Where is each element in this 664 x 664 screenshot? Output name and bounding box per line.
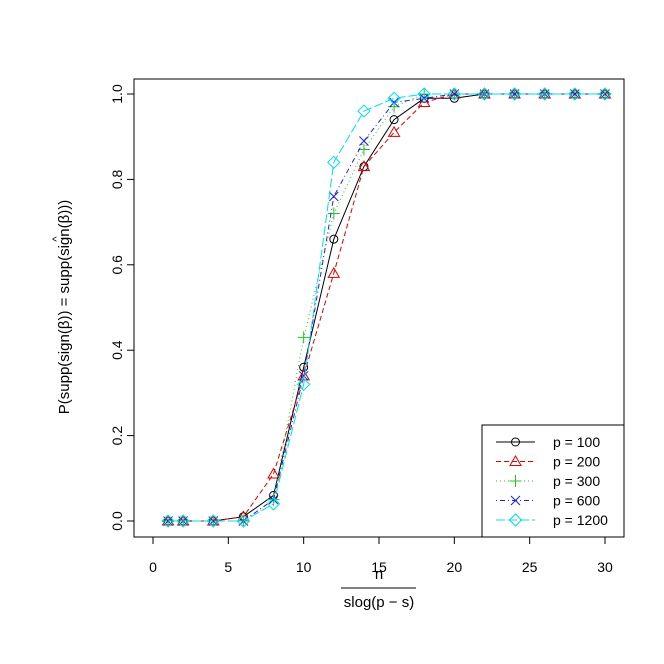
legend-item: p = 200 [496,454,600,470]
series-layer [161,87,612,528]
data-point [268,494,279,505]
data-point [417,87,431,101]
legend-label: p = 600 [553,493,600,509]
legend: p = 100 p = 200 p = 300 p = 600 p = 1200 [481,424,625,538]
data-point [568,87,582,101]
data-point [267,467,280,479]
data-point [329,234,339,244]
x-axis-label-denominator: slog(p − s) [344,594,414,611]
data-point [359,136,369,146]
x-tick-label: 10 [296,559,312,575]
data-point [447,87,462,101]
data-point [206,514,220,528]
legend-label: p = 1200 [553,512,608,528]
y-axis-label-part-2: )) = supp(sign( [56,223,73,320]
series-5 [161,87,612,528]
legend-item: p = 100 [496,434,600,450]
y-tick-label: 0.4 [109,340,125,360]
legend-item: p = 1200 [496,512,608,528]
data-point [327,207,340,220]
x-tick-label: 0 [149,559,157,575]
legend-item: p = 300 [496,473,600,489]
data-point [327,266,341,278]
legend-label: p = 300 [553,473,600,489]
legend-label: p = 200 [553,454,600,470]
y-tick-label: 0.6 [109,255,125,275]
x-tick-label: 5 [224,559,232,575]
data-point [387,91,401,105]
data-point [357,143,370,156]
y-axis-label-part-1: P(supp(sign( [56,329,73,414]
legend-item: p = 600 [496,493,600,509]
data-point [236,514,251,528]
data-point [507,87,522,101]
legend-marker [509,475,522,487]
data-point [419,93,430,104]
data-point [538,87,552,101]
legend-marker [511,437,520,447]
x-tick-label: 15 [371,559,387,575]
legend-box [481,424,625,538]
x-tick-label: 30 [597,559,613,575]
data-point [357,104,371,118]
data-point [327,155,341,170]
y-tick-label: 0.2 [109,426,125,446]
data-point [357,160,371,172]
data-point [298,370,309,381]
legend-marker [508,513,523,527]
y-axis-label-hat-glyph: ^ [51,236,63,242]
data-point [328,191,339,202]
data-point [176,514,190,528]
data-point [598,87,612,101]
data-point [389,115,399,125]
data-point [297,331,310,344]
legend-marker [510,495,521,506]
data-point [161,514,175,528]
y-tick-label: 0.0 [109,511,125,531]
y-axis-label-part-3: ))) [56,200,73,215]
y-axis-label-text: P(supp(sign(β)) = supp(sign(β))) [56,200,73,414]
x-axis-label-numerator: n [375,566,383,583]
y-axis-label: P(supp(sign(β)) = supp(sign(β))) [56,200,73,414]
data-point [417,96,431,108]
data-point [297,369,311,381]
legend-label: p = 100 [553,434,600,450]
y-tick-label: 1.0 [109,84,125,104]
x-tick-label: 20 [447,559,463,575]
data-point [477,87,492,101]
data-point [387,125,401,137]
series-line [168,93,605,522]
y-axis-label-beta: β [56,214,73,223]
data-point [296,377,311,392]
x-tick-label: 25 [522,559,538,575]
y-axis-label-beta-hat: β [56,320,73,329]
y-tick-label: 0.8 [109,169,125,189]
y-axis: 0.0 0.2 0.4 0.6 0.8 1.0 [109,84,135,531]
x-axis-label: n slog(p − s) [341,566,416,611]
data-point [266,497,281,511]
legend-marker [509,455,522,466]
